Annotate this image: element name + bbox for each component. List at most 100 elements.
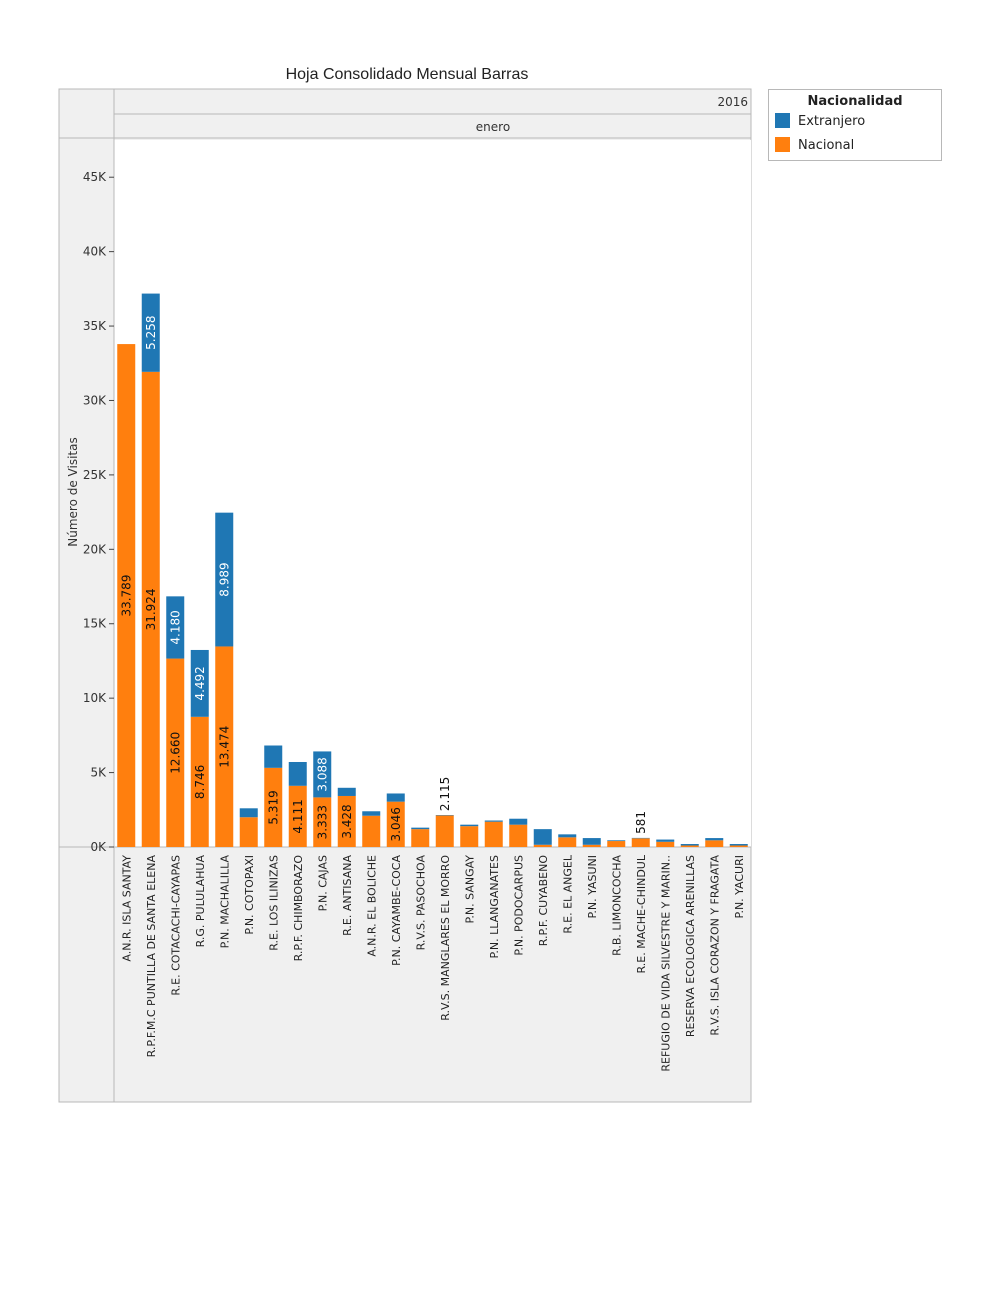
x-category-label: P.N. MACHALILLA [218, 855, 231, 949]
column-header: 2016 [717, 95, 748, 109]
bar-extranjero[interactable] [337, 787, 356, 796]
bar-nacional[interactable] [631, 838, 650, 847]
bar-nacional[interactable] [288, 785, 307, 847]
bar-extranjero[interactable] [582, 838, 601, 845]
data-label-nacional: 581 [634, 811, 648, 834]
x-category-label: R.E. ANTISANA [341, 855, 354, 936]
bar-nacional[interactable] [656, 841, 675, 847]
legend-swatch-nacional [775, 137, 790, 152]
bar-nacional[interactable] [239, 817, 258, 847]
x-category-label: R.B. LIMONCOCHA [610, 855, 623, 956]
bar-nacional[interactable] [411, 829, 430, 847]
bar-extranjero[interactable] [239, 808, 258, 818]
x-category-label: RESERVA ECOLOGICA ARENILLAS [684, 855, 697, 1037]
x-category-label: R.P.F.M.C PUNTILLA DE SANTA ELENA [145, 855, 158, 1058]
y-tick-label: 0K [90, 840, 107, 854]
bar-extranjero[interactable] [558, 834, 577, 838]
x-category-label: R.V.S. PASOCHOA [414, 855, 427, 951]
data-label-nacional: 3.333 [315, 805, 329, 839]
bar-nacional[interactable] [215, 646, 234, 847]
x-category-label: P.N. YASUNI [586, 855, 599, 919]
legend-item-nacional[interactable]: Nacional [775, 137, 854, 153]
bar-extranjero[interactable] [484, 820, 503, 822]
bar-nacional[interactable] [607, 841, 626, 847]
bar-extranjero[interactable] [656, 839, 675, 842]
legend-title: Nacionalidad [807, 94, 903, 109]
bar-nacional[interactable] [362, 815, 381, 847]
bar-nacional[interactable] [582, 844, 601, 847]
data-label-nacional: 3.428 [340, 804, 354, 838]
bar-nacional[interactable] [117, 344, 136, 847]
x-category-label: R.E. MACHE-CHINDUL [635, 854, 648, 973]
bar-extranjero[interactable] [533, 829, 552, 845]
x-category-label: A.N.R. EL BOLICHE [365, 855, 378, 957]
x-axis-labels: A.N.R. ISLA SANTAY R.P.F.M.C PUNTILLA DE … [120, 854, 746, 1072]
bar-nacional[interactable] [533, 844, 552, 847]
bar-extranjero[interactable] [411, 827, 430, 830]
x-category-label: R.E. EL ANGEL [561, 854, 574, 933]
x-category-label: REFUGIO DE VIDA SILVESTRE Y MARIN.. [659, 855, 672, 1072]
bar-extranjero[interactable] [313, 751, 332, 798]
bar-nacional[interactable] [558, 837, 577, 847]
bar-nacional[interactable] [705, 840, 724, 847]
y-tick-label: 10K [83, 691, 107, 705]
y-axis-label: Número de Visitas [66, 437, 80, 546]
bar-nacional[interactable] [435, 815, 454, 847]
legend-label-extranjero: Extranjero [798, 114, 866, 129]
y-axis: 0K 5K 10K 15K 20K 25K 30K 35K 40K 45K [83, 170, 114, 854]
bar-nacional[interactable] [484, 821, 503, 847]
bar-extranjero[interactable] [288, 761, 307, 786]
y-tick-label: 20K [83, 542, 107, 556]
bar-nacional[interactable] [264, 767, 283, 847]
bar-extranjero[interactable] [509, 818, 528, 825]
x-category-label: A.N.R. ISLA SANTAY [120, 855, 133, 962]
legend: Nacionalidad Extranjero Nacional [768, 89, 942, 161]
legend-item-extranjero[interactable]: Extranjero [775, 113, 865, 129]
bar-extranjero[interactable] [705, 838, 724, 841]
y-tick-label: 15K [83, 617, 107, 631]
y-tick-label: 25K [83, 468, 107, 482]
data-label-extranjero: 8.989 [217, 562, 231, 596]
legend-label-nacional: Nacional [798, 138, 855, 153]
bar-nacional[interactable] [729, 845, 748, 847]
data-label-nacional: 13.474 [217, 726, 231, 768]
bars: 33.789 31.924 5.258 12.660 4.180 8.746 4.492 13… [117, 293, 748, 847]
data-label-nacional: 3.046 [389, 807, 403, 841]
bar-extranjero[interactable] [680, 844, 699, 846]
data-label-nacional: 5.319 [266, 790, 280, 824]
data-label-nacional: 4.111 [291, 799, 305, 833]
bar-nacional[interactable] [313, 797, 332, 847]
data-label-nacional: 33.789 [119, 575, 133, 617]
x-category-label: P.N. SANGAY [463, 855, 476, 924]
bar-nacional[interactable] [509, 824, 528, 847]
y-tick-label: 35K [83, 319, 107, 333]
bar-extranjero[interactable] [141, 293, 160, 372]
bar-extranjero[interactable] [190, 649, 209, 717]
data-label-nacional: 12.660 [168, 732, 182, 774]
x-category-label: R.V.S. MANGLARES EL MORRO [439, 855, 452, 1021]
bar-nacional[interactable] [141, 371, 160, 847]
x-category-label: R.P.F. CHIMBORAZO [292, 855, 305, 962]
bar-nacional[interactable] [460, 826, 479, 847]
x-category-label: P.N. CAJAS [316, 855, 329, 911]
bar-nacional[interactable] [386, 801, 405, 847]
bar-extranjero[interactable] [215, 512, 234, 647]
bar-extranjero[interactable] [362, 811, 381, 816]
bar-extranjero[interactable] [729, 844, 748, 846]
y-tick-label: 30K [83, 393, 107, 407]
bar-nacional[interactable] [680, 845, 699, 847]
bar-nacional[interactable] [166, 658, 185, 847]
bar-nacional[interactable] [190, 716, 209, 847]
legend-swatch-extranjero [775, 113, 790, 128]
bar-extranjero[interactable] [607, 840, 626, 842]
data-label-extranjero: 5.258 [144, 316, 158, 350]
bar-extranjero[interactable] [264, 745, 283, 768]
bar-extranjero[interactable] [386, 793, 405, 802]
x-category-label: R.P.F. CUYABENO [537, 855, 550, 947]
bar-nacional[interactable] [337, 795, 356, 847]
data-label-extranjero: 3.088 [315, 757, 329, 791]
data-label-nacional: 31.924 [144, 588, 158, 630]
bar-extranjero[interactable] [460, 824, 479, 827]
bar-extranjero[interactable] [166, 596, 185, 659]
